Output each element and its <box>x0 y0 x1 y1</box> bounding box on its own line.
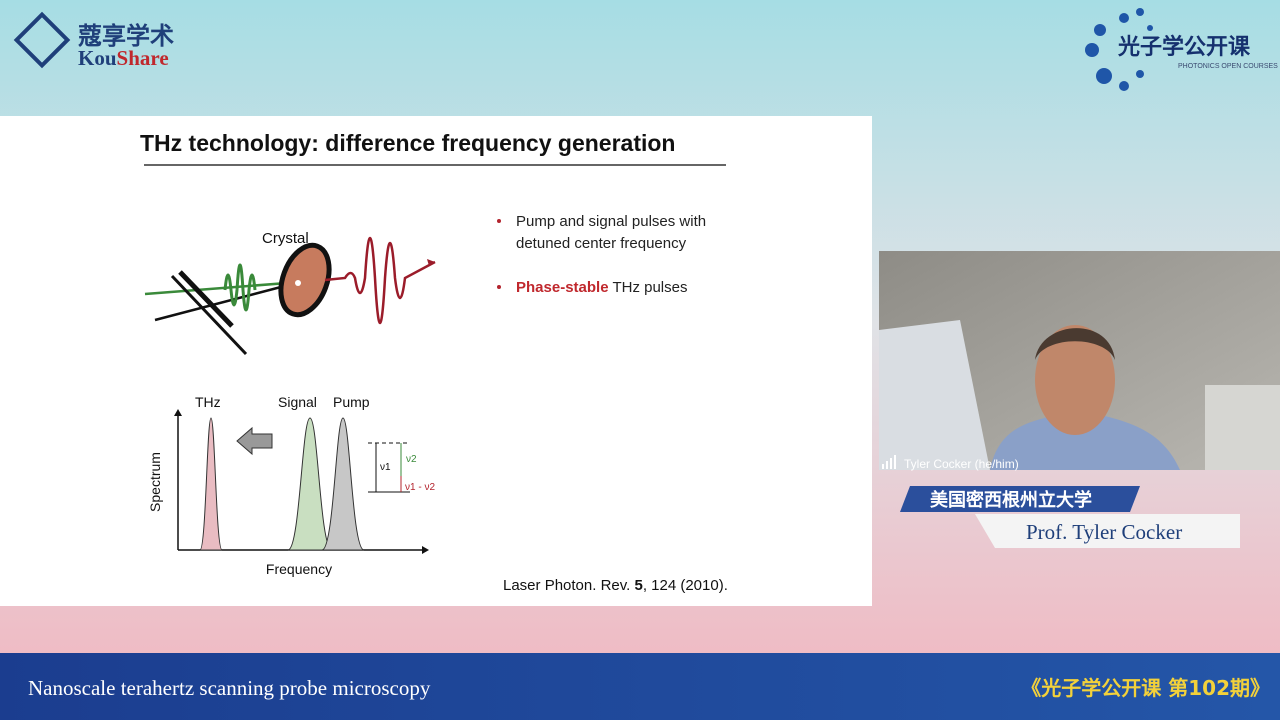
koushare-logo: 蔻享学术 KouShare <box>13 11 174 70</box>
reference-a: Laser Photon. Rev. <box>503 577 634 594</box>
name-banner <box>975 514 1240 548</box>
pump-label: Pump <box>333 394 370 410</box>
thz-label: THz <box>195 394 221 410</box>
nu2-label: ν2 <box>406 454 417 465</box>
brand-en: KouShare <box>78 46 169 70</box>
slide <box>0 116 872 606</box>
nu1-label: ν1 <box>380 462 391 473</box>
molecule-icon <box>1085 8 1153 91</box>
signal-label: Signal <box>278 394 317 410</box>
dfg-diagram: Crystal <box>144 230 436 356</box>
talk-title: Nanoscale terahertz scanning probe micro… <box>28 676 431 700</box>
course-logo: 光子学公开课 PHOTONICS OPEN COURSES <box>1085 8 1278 91</box>
logo-icon <box>13 11 71 69</box>
webcam-video: Tyler Cocker (he/him) <box>879 251 1280 471</box>
bullet-1-line-2: detuned center frequency <box>516 235 687 252</box>
bullets: Pump and signal pulses with detuned cent… <box>497 213 706 296</box>
reference-c: , 124 (2010). <box>643 577 728 594</box>
brand-cn: 蔻享学术 <box>78 22 174 50</box>
course-en: PHOTONICS OPEN COURSES <box>1178 63 1278 70</box>
reference: Laser Photon. Rev. 5, 124 (2010). <box>503 577 728 594</box>
y-axis-label: Spectrum <box>147 452 163 512</box>
brand-en-a: Kou <box>78 46 117 70</box>
bullet-2-highlight: Phase-stable <box>516 279 609 296</box>
x-axis-label: Frequency <box>266 561 332 577</box>
reference-volume: 5 <box>634 577 642 594</box>
bullet-2: Phase-stable THz pulses <box>516 279 687 296</box>
course-cn: 光子学公开课 <box>1117 34 1251 60</box>
bullet-1-line-1: Pump and signal pulses with <box>516 213 706 230</box>
footer-bar <box>0 653 1280 720</box>
participant-name: Tyler Cocker (he/him) <box>904 457 1019 471</box>
affiliation-banner <box>900 486 1140 512</box>
affiliation: 美国密西根州立大学 <box>930 489 1092 511</box>
diff-label: ν1 - ν2 <box>405 482 435 493</box>
signal-icon <box>882 455 896 469</box>
spectrum-diagram: THz Signal Pump Spectrum Frequency ν1 ν2… <box>147 394 435 577</box>
speaker-name: Prof. Tyler Cocker <box>1026 520 1182 544</box>
slide-title: THz technology: difference frequency gen… <box>140 130 675 156</box>
crystal-label: Crystal <box>262 230 309 247</box>
bullet-2-rest: THz pulses <box>609 279 688 296</box>
brand-en-b: Share <box>117 46 169 70</box>
series-title: 《光子学公开课 第102期》 <box>1021 676 1270 700</box>
